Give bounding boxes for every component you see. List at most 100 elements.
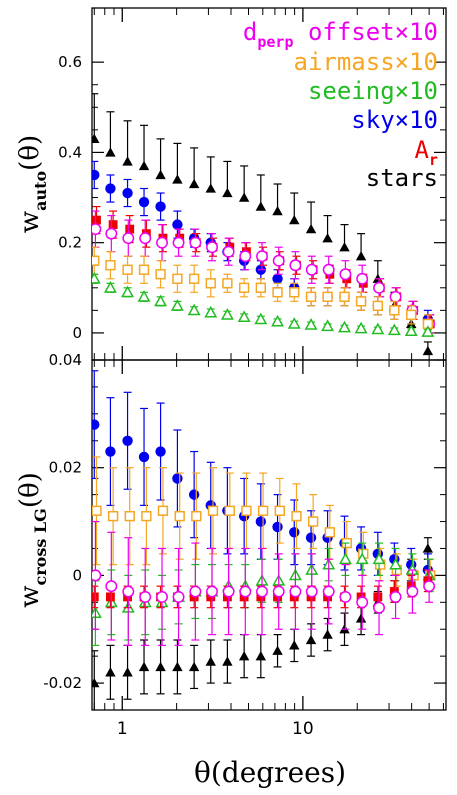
legend-entry: sky×10 <box>351 106 438 134</box>
data-point <box>256 585 268 598</box>
data-point <box>205 278 216 289</box>
data-point <box>92 569 102 582</box>
data-point <box>305 223 317 234</box>
data-point <box>124 510 135 522</box>
bottom-y-axis: -0.02 0 0.02 0.04 <box>43 351 446 692</box>
data-point <box>305 263 318 276</box>
data-point <box>239 250 252 263</box>
data-point <box>355 552 369 565</box>
data-point <box>423 580 436 593</box>
data-point <box>125 224 135 234</box>
data-point <box>322 629 333 639</box>
legend-entry: dperp offset×10 <box>243 18 438 51</box>
bottom-y-axis-label: wcross LG(θ) <box>15 472 50 608</box>
data-point <box>122 156 133 166</box>
data-point <box>188 661 200 672</box>
data-point <box>421 325 435 337</box>
data-point <box>92 133 100 144</box>
legend-entry: seeing×10 <box>308 77 438 105</box>
x-tick-label: 1 <box>117 719 128 739</box>
data-point <box>372 552 386 565</box>
data-point <box>274 505 285 516</box>
top-y-tick-label: 0.6 <box>58 53 82 71</box>
data-point <box>272 205 283 216</box>
data-point <box>105 147 116 157</box>
data-point <box>289 527 300 538</box>
data-point <box>237 310 251 323</box>
data-point <box>387 323 401 336</box>
top-y-axis-label: wauto(θ) <box>15 135 50 233</box>
data-point <box>187 303 201 316</box>
data-point <box>271 314 285 327</box>
data-point <box>422 543 434 553</box>
data-point <box>106 592 115 602</box>
data-point <box>272 521 283 533</box>
data-point <box>389 305 400 316</box>
data-point <box>356 596 369 609</box>
data-point <box>238 282 250 293</box>
data-point <box>138 661 150 672</box>
data-point <box>289 259 302 272</box>
data-point <box>138 451 150 463</box>
data-point <box>156 590 168 603</box>
data-point <box>189 236 202 249</box>
data-point <box>220 308 234 320</box>
data-point <box>122 187 133 199</box>
data-point <box>103 281 117 293</box>
data-point <box>92 505 102 516</box>
data-point <box>289 287 300 298</box>
data-point <box>304 318 318 330</box>
data-point <box>389 590 402 603</box>
data-point <box>139 232 152 245</box>
legend-entry: airmass×10 <box>294 48 439 76</box>
bottom-y-tick-label: 0.02 <box>49 459 82 477</box>
data-point <box>172 590 185 603</box>
data-point <box>155 661 166 672</box>
data-point <box>122 585 135 598</box>
data-point <box>239 585 252 598</box>
data-point <box>373 592 383 602</box>
data-point <box>92 272 101 284</box>
data-point <box>206 585 218 598</box>
data-point <box>172 219 183 230</box>
data-point <box>155 169 166 180</box>
top-y-tick-label: 0.4 <box>58 143 82 161</box>
data-point <box>373 281 385 294</box>
data-point <box>322 232 333 243</box>
data-point <box>305 634 317 645</box>
data-point <box>138 264 150 275</box>
data-point <box>207 505 219 516</box>
data-point <box>92 169 100 181</box>
data-point <box>105 667 116 677</box>
data-point <box>255 201 267 211</box>
data-point <box>338 320 351 333</box>
data-point <box>189 585 202 598</box>
data-point <box>188 273 200 284</box>
top-series-group <box>92 93 436 356</box>
top-y-tick-label: 0.2 <box>58 234 82 252</box>
data-point <box>204 305 218 318</box>
data-point <box>92 223 102 236</box>
data-point <box>139 590 152 603</box>
data-point <box>121 285 135 298</box>
data-point <box>241 505 252 516</box>
data-point <box>222 278 233 289</box>
data-point <box>289 585 302 598</box>
data-point <box>141 510 152 522</box>
top-y-tick-label: 0 <box>72 324 82 342</box>
legend: dperp offset×10airmass×10seeing×10sky×10… <box>243 18 438 192</box>
data-point <box>222 187 233 198</box>
data-point <box>287 317 301 329</box>
data-point <box>389 290 402 303</box>
data-point <box>92 215 101 225</box>
data-point <box>322 263 335 276</box>
data-point <box>389 557 403 570</box>
data-point <box>122 435 133 446</box>
data-point <box>356 272 369 285</box>
data-point <box>324 527 335 538</box>
bottom-x-axis: 1 10 <box>93 360 444 739</box>
data-point <box>138 160 150 171</box>
data-point <box>172 473 183 484</box>
data-point <box>122 667 133 677</box>
